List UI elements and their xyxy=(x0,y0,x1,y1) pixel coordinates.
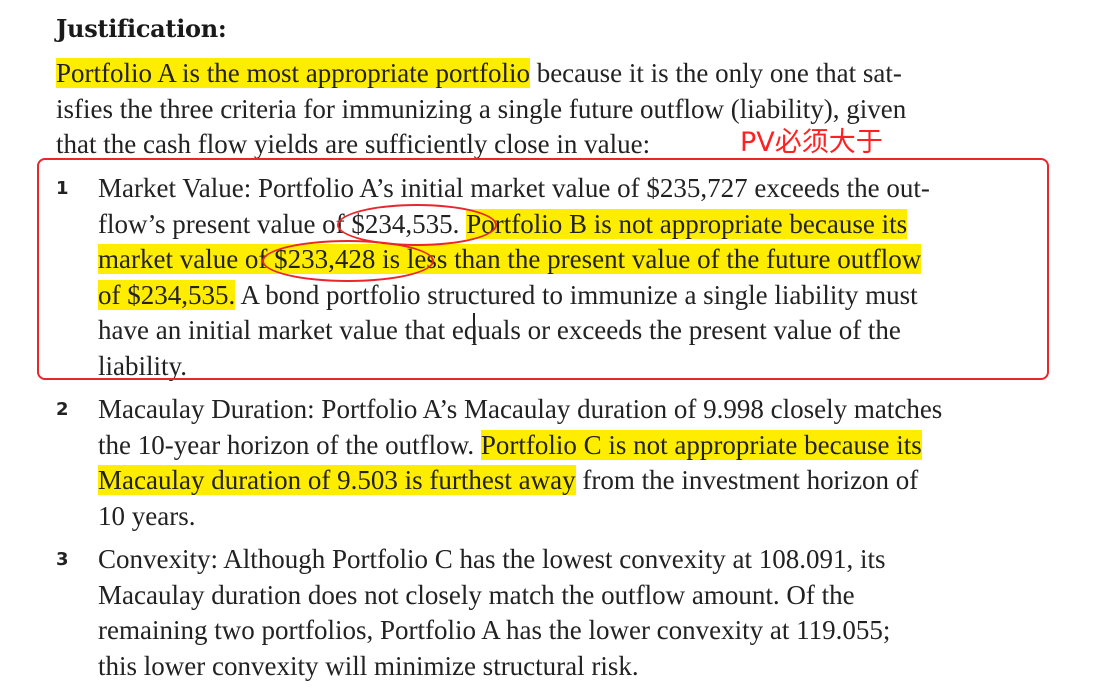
body-text: remaining two portfolios, Portfolio A ha… xyxy=(98,615,891,645)
intro-line-1-rest: because it is the only one that sat- xyxy=(529,58,902,88)
highlighted-text: market value of $233,428 is less than th… xyxy=(98,244,922,274)
item-text: Market Value: Portfolio A’s initial mark… xyxy=(98,171,1038,384)
red-circle-annotation xyxy=(262,240,434,282)
item-number: 2 xyxy=(56,399,69,420)
body-text: liability. xyxy=(98,350,187,381)
body-text: Convexity: Although Portfolio C has the … xyxy=(98,544,886,574)
item-line: Macaulay duration of 9.503 is furthest a… xyxy=(98,463,1038,499)
highlighted-text: Portfolio C is not appropriate because i… xyxy=(480,429,922,460)
item-number: 3 xyxy=(56,549,69,570)
highlighted-text: of $234,535. xyxy=(98,279,236,310)
body-text: this lower convexity will minimize struc… xyxy=(98,650,639,681)
red-annotation-box xyxy=(37,158,1049,380)
item-text: Macaulay Duration: Portfolio A’s Macaula… xyxy=(98,392,1038,534)
body-text: the 10-year horizon of the outflow. xyxy=(98,429,481,460)
item-number: 1 xyxy=(56,178,69,199)
body-text: Macaulay Duration: Portfolio A’s Macaula… xyxy=(98,394,943,424)
item-line: Macaulay duration does not closely match… xyxy=(98,578,1038,614)
text-cursor xyxy=(473,313,475,343)
intro-line-2: isfies the three criteria for immunizing… xyxy=(56,93,907,124)
intro-line-3: that the cash flow yields are sufficient… xyxy=(56,129,651,159)
item-line: 10 years. xyxy=(98,499,1038,535)
item-line: of $234,535. A bond portfolio structured… xyxy=(98,278,1038,314)
item-line: this lower convexity will minimize struc… xyxy=(98,649,1038,685)
item-line: remaining two portfolios, Portfolio A ha… xyxy=(98,613,1038,649)
item-line: liability. xyxy=(98,349,1038,385)
intro-paragraph: Portfolio A is the most appropriate port… xyxy=(56,56,1016,163)
item-text: Convexity: Although Portfolio C has the … xyxy=(98,542,1038,684)
justification-heading: Justification: xyxy=(56,14,227,43)
item-line: Convexity: Although Portfolio C has the … xyxy=(98,542,1038,578)
item-line: the 10-year horizon of the outflow. Port… xyxy=(98,428,1038,464)
body-text: from the investment horizon of xyxy=(575,465,919,495)
body-text: 10 years. xyxy=(98,500,196,531)
item-line: market value of $233,428 is less than th… xyxy=(98,242,1038,278)
intro-highlight: Portfolio A is the most appropriate port… xyxy=(56,58,530,88)
highlighted-text: Macaulay duration of 9.503 is furthest a… xyxy=(98,465,576,495)
intro-line-1: Portfolio A is the most appropriate port… xyxy=(56,56,1016,92)
body-text: have an initial market value that equals… xyxy=(98,315,901,345)
body-text: A bond portfolio structured to immunize … xyxy=(235,279,918,310)
highlighted-text: Portfolio B is not appropriate because i… xyxy=(466,208,908,239)
item-line: Macaulay Duration: Portfolio A’s Macaula… xyxy=(98,392,1038,428)
item-line: have an initial market value that equals… xyxy=(98,313,1038,349)
body-text: Market Value: Portfolio A’s initial mark… xyxy=(98,173,930,203)
item-line: Market Value: Portfolio A’s initial mark… xyxy=(98,171,1038,207)
handwritten-annotation: PV必须大于 xyxy=(740,127,883,158)
body-text: Macaulay duration does not closely match… xyxy=(98,579,855,610)
red-circle-annotation xyxy=(337,204,497,246)
